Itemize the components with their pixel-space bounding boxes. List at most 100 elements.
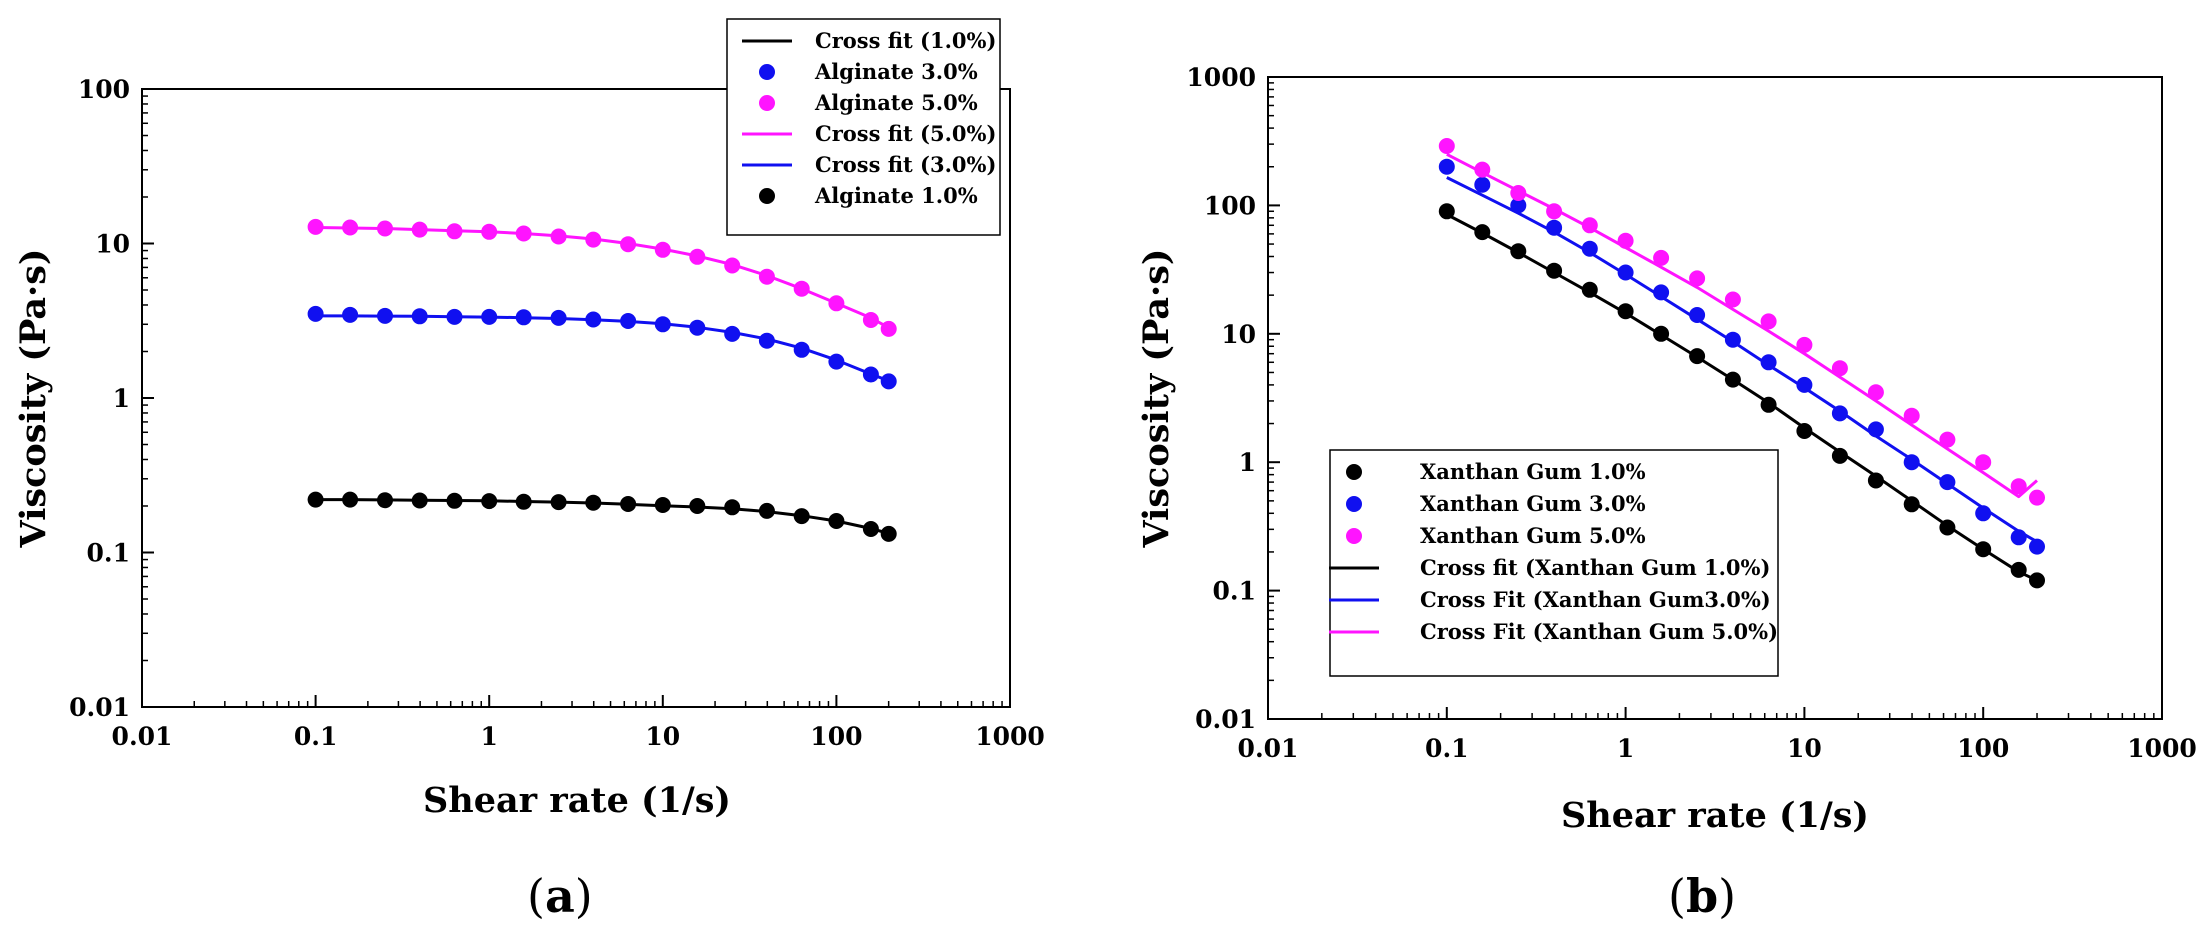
data-point [411,492,428,509]
data-point [307,491,324,508]
data-point [1653,249,1670,266]
data-point [689,498,706,514]
data-point [1474,176,1491,193]
data-point [1724,291,1741,308]
data-point [793,280,810,297]
data-point [620,496,637,512]
data-point [620,236,637,253]
x-tick-label: 0.1 [294,722,338,751]
data-point [654,497,671,513]
data-point [654,241,671,258]
data-point [342,491,359,508]
data-point [1438,203,1455,220]
data-point [1617,264,1634,281]
data-point [550,228,567,245]
y-tick-label: 10 [95,230,130,259]
data-point [1831,447,1848,464]
data-point [377,492,393,509]
data-point [1689,348,1706,365]
data-point [620,313,637,329]
data-point [585,494,602,511]
data-point [1867,472,1884,489]
data-point [1975,541,1992,558]
data-point [1867,384,1884,401]
data-point [758,332,775,349]
data-point [1724,371,1741,388]
y-tick-label: 100 [1204,191,1256,220]
data-point [307,305,324,322]
data-point [446,223,463,240]
data-point [1903,496,1920,513]
x-tick-label: 1000 [975,722,1045,751]
data-point [342,219,359,236]
y-tick-label: 0.01 [69,693,130,722]
data-point [585,231,602,248]
data-point [515,493,532,510]
data-point [689,248,706,265]
y-axis-title: Viscosity (Pa·s) [13,249,54,549]
data-point [1581,217,1598,234]
data-point [1975,505,1992,522]
y-tick-label: 10 [1221,320,1256,349]
data-point [1474,161,1491,178]
data-point [1510,185,1527,201]
x-tick-label: 0.01 [112,722,173,751]
data-point [828,295,845,312]
data-point [724,499,741,516]
x-tick-label: 10 [645,722,680,751]
chart-panel-a: 0.01 0.1 1 10 100 1000 0.01 0.1 1 10 100 Shear rate… [13,18,1045,923]
legend-marker-swatch [759,95,775,111]
data-point [724,257,741,274]
chart-panel-b: 0.01 0.1 1 10 100 1000 0.01 0.1 1 10 100 1000 Shear … [1136,63,2197,923]
data-point [1581,281,1598,298]
data-point [1581,240,1598,257]
x-tick-label: 100 [810,722,862,751]
x-tick-label: 0.1 [1425,734,1469,763]
plot-frame [1267,76,2163,720]
panel-caption-letter: a [545,869,575,923]
legend-label: Cross fit (5.0%) [815,121,996,146]
data-point [2029,489,2045,506]
y-tick-label: 0.1 [87,539,131,568]
data-point [515,309,532,326]
legend-box [1329,449,1779,677]
data-point [862,521,879,537]
data-point [1831,405,1848,422]
data-point [1617,232,1634,249]
data-point [1546,203,1563,220]
legend: Xanthan Gum 1.0% Xanthan Gum 3.0% Xanthan … [1329,449,1779,677]
legend-label: Xanthan Gum 5.0% [1420,523,1646,548]
legend-marker-swatch [1346,528,1362,544]
legend-label: Cross fit (3.0%) [815,152,996,177]
data-point [1760,313,1777,330]
data-point [1438,138,1455,154]
data-point [2010,561,2027,578]
data-point [828,353,845,370]
data-point [1760,354,1777,371]
data-point [342,306,359,323]
panel-caption: (b) [1668,869,1736,923]
data-point [307,218,324,235]
data-point [1689,270,1706,287]
data-point [1903,454,1920,471]
data-point [880,525,897,542]
data-point [880,320,897,337]
legend-label: Cross fit (1.0%) [815,28,996,53]
y-tick-label: 1000 [1186,63,1256,92]
legend-label: Alginate 5.0% [814,90,978,115]
panel-caption: (a) [527,869,593,923]
data-point [758,268,775,285]
data-point [2010,529,2027,546]
x-tick-label: 10 [1787,734,1822,763]
data-point [411,221,428,238]
legend-label: Cross fit (Xanthan Gum 1.0%) [1420,555,1770,580]
data-point [1438,158,1455,175]
data-point [1546,262,1563,279]
x-tick-label: 1000 [2127,734,2197,763]
data-point [1796,376,1813,393]
legend-marker-swatch [759,64,775,80]
y-tick-label: 0.1 [1213,577,1257,606]
legend-marker-swatch [1346,496,1362,512]
panel-caption-letter: b [1686,869,1718,923]
